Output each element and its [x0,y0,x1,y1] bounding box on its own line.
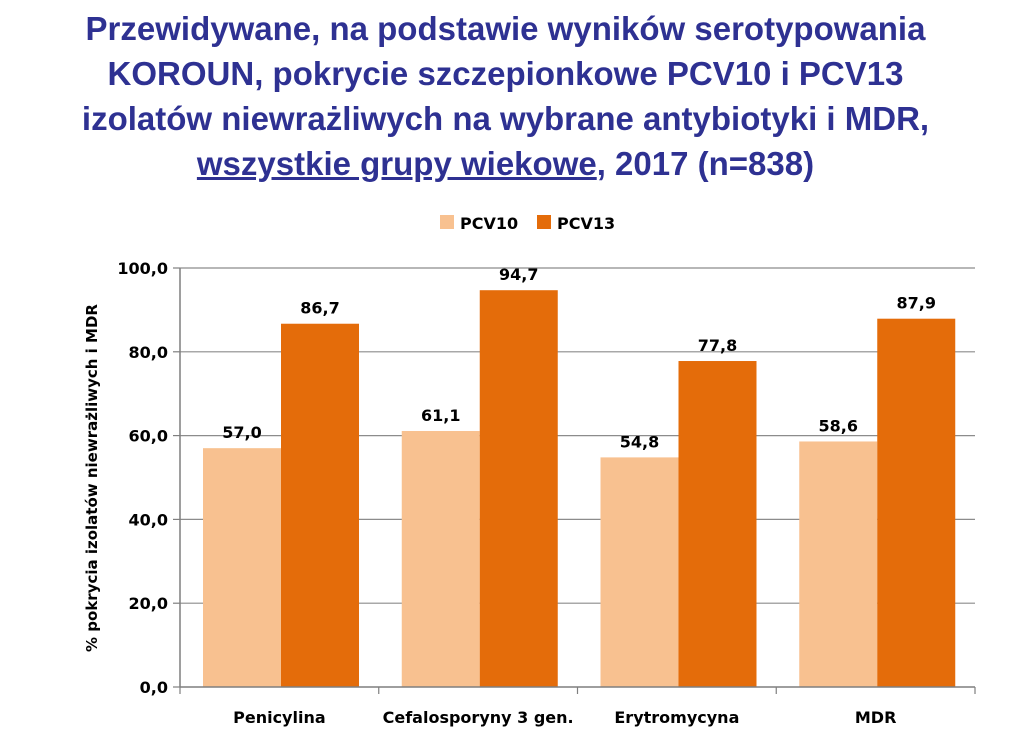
x-tick-label: MDR [855,708,897,727]
legend-swatch-pcv10 [440,215,454,229]
y-tick-label: 0,0 [140,678,168,697]
y-tick-label: 20,0 [129,594,168,613]
title-line-4-rest: , 2017 (n=838) [596,145,815,182]
x-tick-label: Penicylina [233,708,326,727]
data-label: 54,8 [620,432,659,451]
title-line-1: Przewidywane, na podstawie wyników serot… [85,10,926,47]
bar-pcv10 [600,457,679,687]
data-label: 58,6 [819,416,858,435]
title-underlined-text: wszystkie grupy wiekowe [196,145,597,182]
title-line-2: KOROUN, pokrycie szczepionkowe PCV10 i P… [107,55,904,92]
bar-pcv13 [678,361,757,687]
bar-pcv10 [203,448,281,687]
title-line-4: wszystkie grupy wiekowe, 2017 (n=838) [0,141,1011,186]
data-label: 86,7 [300,299,339,318]
data-label: 87,9 [897,294,936,313]
legend-label-pcv10: PCV10 [460,214,518,233]
x-tick-label: Cefalosporyny 3 gen. [383,708,574,727]
data-label: 57,0 [222,423,261,442]
title-line-3: izolatów niewrażliwych na wybrane antybi… [81,100,930,137]
bar-pcv13 [281,323,359,687]
y-tick-label: 60,0 [129,427,168,446]
legend-swatch-pcv13 [537,215,551,229]
data-label: 61,1 [421,406,460,425]
y-tick-label: 80,0 [129,343,168,362]
y-tick-label: 100,0 [117,259,168,278]
data-label: 94,7 [499,265,538,284]
chart-title: Przewidywane, na podstawie wyników serot… [0,6,1011,186]
bar-pcv10 [799,441,878,687]
bar-pcv10 [401,430,480,687]
x-tick-label: Erytromycyna [614,708,739,727]
y-axis-title: % pokrycia izolatów niewrażliwych i MDR [83,304,101,652]
data-label: 77,8 [698,336,737,355]
bar-pcv13 [479,290,558,687]
y-tick-label: 40,0 [129,510,168,529]
bar-pcv13 [877,318,956,687]
legend-label-pcv13: PCV13 [557,214,615,233]
